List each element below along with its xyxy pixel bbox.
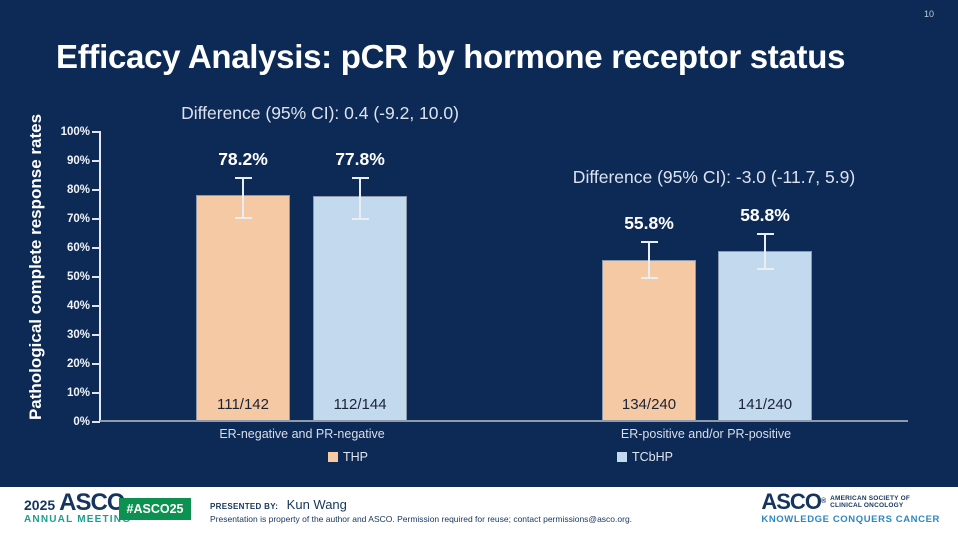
page-number: 10	[923, 9, 934, 19]
y-tick-label: 30%	[66, 329, 90, 341]
y-axis-tick	[92, 131, 100, 133]
bar-fraction-label: 112/144	[333, 395, 387, 413]
asco-annual-meeting-logo: 2025 ASCO® ANNUAL MEETING	[24, 491, 132, 526]
legend-item-tcbhp: TCbHP	[617, 450, 673, 464]
presenter-name: Kun Wang	[286, 497, 347, 512]
y-axis-tick	[92, 189, 100, 191]
error-bar-cap-top	[234, 177, 252, 179]
asco-org-name: AMERICAN SOCIETY OF CLINICAL ONCOLOGY	[830, 494, 910, 510]
asco-tagline: KNOWLEDGE CONQUERS CANCER	[761, 514, 940, 525]
bar-fraction-label: 134/240	[621, 395, 677, 413]
slide-title: Efficacy Analysis: pCR by hormone recept…	[56, 38, 846, 75]
y-axis-tick	[92, 421, 100, 423]
bar-value-label: 78.2%	[218, 149, 268, 169]
asco-society-logo: ASCO® AMERICAN SOCIETY OF CLINICAL ONCOL…	[761, 489, 940, 526]
y-axis-tick	[92, 305, 100, 307]
bar-value-label: 55.8%	[624, 213, 674, 233]
y-axis-tick	[92, 334, 100, 336]
asco-society-wordmark: ASCO®	[761, 489, 826, 514]
category-label: ER-negative and PR-negative	[219, 427, 385, 441]
y-tick-label: 40%	[66, 300, 90, 312]
y-tick-label: 20%	[66, 358, 90, 370]
legend-label: THP	[343, 450, 368, 464]
y-axis-tick	[92, 363, 100, 365]
error-bar-cap-bottom	[234, 217, 252, 219]
error-bar-cap-top	[351, 177, 369, 179]
asco-wordmark: ASCO®	[59, 491, 130, 515]
x-axis-line	[100, 420, 908, 422]
annual-meeting-label: ANNUAL MEETING	[24, 514, 132, 525]
y-axis-tick	[92, 392, 100, 394]
bar-tcbhp-group1: 112/144	[313, 196, 407, 421]
disclaimer-text: Presentation is property of the author a…	[210, 514, 633, 524]
error-bar-line	[359, 177, 361, 220]
presented-by: PRESENTED BY: Kun Wang	[210, 496, 347, 514]
y-tick-label: 10%	[66, 387, 90, 399]
y-tick-label: 100%	[60, 126, 90, 138]
error-bar-cap-bottom	[351, 218, 369, 220]
footer-bar: 2025 ASCO® ANNUAL MEETING #ASCO25 PRESEN…	[0, 487, 958, 539]
error-bar-line	[764, 233, 766, 270]
bar-thp-group1: 111/142	[196, 195, 290, 421]
bar-value-label: 77.8%	[335, 149, 385, 169]
y-axis-tick	[92, 160, 100, 162]
y-tick-label: 0%	[73, 416, 90, 428]
legend-swatch-tcbhp	[617, 452, 627, 462]
difference-annotation: Difference (95% CI): -3.0 (-11.7, 5.9)	[572, 167, 856, 187]
registered-mark: ®	[820, 498, 826, 505]
bar-thp-group2: 134/240	[602, 259, 696, 421]
slide-background: 10 Efficacy Analysis: pCR by hormone rec…	[26, 9, 934, 464]
bar-fraction-label: 111/142	[217, 395, 269, 413]
category-label: ER-positive and/or PR-positive	[620, 427, 792, 441]
error-bar-line	[648, 241, 650, 279]
y-tick-label: 70%	[66, 213, 90, 225]
difference-annotation: Difference (95% CI): 0.4 (-9.2, 10.0)	[181, 103, 459, 123]
hashtag-badge: #ASCO25	[119, 498, 191, 520]
y-tick-label: 80%	[66, 184, 90, 196]
error-bar-line	[242, 177, 244, 219]
bar-fraction-label: 141/240	[737, 395, 793, 413]
legend-swatch-thp	[328, 452, 338, 462]
y-axis-tick	[92, 247, 100, 249]
y-tick-label: 50%	[66, 271, 90, 283]
y-tick-label: 90%	[66, 155, 90, 167]
error-bar-cap-top	[756, 233, 774, 235]
pcr-bar-chart: 100% 90% 80% 70% 60% 50% 40% 30% 20% 10% 0% 111/142…	[60, 103, 908, 464]
y-axis-tick	[92, 276, 100, 278]
y-axis-tick	[92, 218, 100, 220]
legend-label: TCbHP	[632, 450, 673, 464]
presented-by-label: PRESENTED BY:	[210, 502, 279, 511]
logo-year: 2025	[24, 497, 56, 513]
y-axis-line	[99, 131, 101, 422]
legend-item-thp: THP	[328, 450, 368, 464]
bar-tcbhp-group2: 141/240	[718, 251, 812, 421]
error-bar-cap-top	[640, 241, 658, 243]
error-bar-cap-bottom	[756, 268, 774, 270]
bar-value-label: 58.8%	[740, 205, 790, 225]
error-bar-cap-bottom	[640, 277, 658, 279]
y-tick-label: 60%	[66, 242, 90, 254]
